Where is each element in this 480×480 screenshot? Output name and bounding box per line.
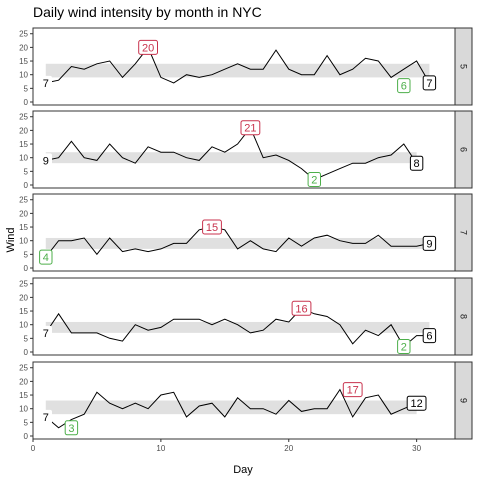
y-tick-label: 25 (19, 364, 28, 373)
y-tick-label: 10 (19, 321, 28, 330)
y-tick-label: 10 (19, 71, 28, 80)
y-tick-label: 5 (24, 84, 29, 93)
panel-background (33, 194, 455, 271)
label-min: 4 (43, 252, 49, 264)
y-tick-label: 20 (19, 209, 28, 218)
interquartile-band (46, 322, 430, 333)
panel-month-8: 7 16 2 6 8 0 5 10 15 20 25 (19, 278, 472, 357)
facet-strip-label: 6 (459, 147, 469, 152)
label-last: 8 (414, 158, 420, 170)
y-tick-label: 20 (19, 126, 28, 135)
y-tick-label: 0 (24, 432, 29, 441)
facet-strip-label: 7 (459, 230, 469, 235)
y-tick-label: 5 (24, 334, 29, 343)
x-axis-title: Day (233, 464, 253, 476)
label-last: 9 (426, 238, 432, 250)
label-first: 7 (43, 412, 49, 424)
y-tick-label: 5 (24, 250, 29, 259)
panel-month-6: 9 21 2 8 6 0 5 10 15 20 25 (19, 111, 472, 190)
label-min: 2 (311, 175, 317, 187)
label-first: 7 (43, 328, 49, 340)
panel-month-5: 7 20 6 7 5 0 5 10 15 20 25 (19, 28, 472, 107)
chart-title: Daily wind intensity by month in NYC (33, 4, 262, 20)
x-tick-label: 30 (412, 444, 421, 453)
y-tick-label: 10 (19, 154, 28, 163)
facet-strip-label: 8 (459, 314, 469, 319)
label-first: 7 (43, 78, 49, 90)
label-last: 6 (426, 331, 432, 343)
y-tick-label: 20 (19, 293, 28, 302)
label-max: 21 (244, 123, 256, 135)
x-tick-label: 0 (31, 444, 36, 453)
label-min: 3 (68, 423, 74, 435)
y-tick-label: 0 (24, 348, 29, 357)
y-tick-label: 15 (19, 223, 28, 232)
y-tick-label: 0 (24, 98, 29, 107)
y-tick-label: 20 (19, 377, 28, 386)
label-first: 9 (43, 155, 49, 167)
label-max: 16 (295, 303, 307, 315)
y-tick-label: 5 (24, 167, 29, 176)
label-max: 15 (206, 222, 218, 234)
x-tick-label: 10 (156, 444, 165, 453)
y-tick-label: 25 (19, 196, 28, 205)
y-tick-label: 0 (24, 264, 29, 273)
panel-month-7: 4 15 9 7 0 5 10 15 20 25 (19, 194, 472, 273)
y-tick-label: 10 (19, 405, 28, 414)
label-last: 12 (410, 398, 422, 410)
y-tick-label: 25 (19, 30, 28, 39)
y-tick-label: 15 (19, 391, 28, 400)
interquartile-band (46, 64, 430, 78)
label-max: 17 (347, 385, 359, 397)
facet-strip-label: 9 (459, 398, 469, 403)
y-tick-label: 5 (24, 418, 29, 427)
y-tick-label: 20 (19, 43, 28, 52)
y-tick-label: 25 (19, 113, 28, 122)
y-tick-label: 15 (19, 57, 28, 66)
y-tick-label: 25 (19, 280, 28, 289)
panel-month-9: 7 3 17 12 9 0 5 10 15 20 25 (19, 362, 472, 441)
x-tick-label: 20 (284, 444, 293, 453)
label-min: 6 (401, 81, 407, 93)
y-tick-label: 0 (24, 181, 29, 190)
label-max: 20 (142, 42, 154, 54)
y-tick-label: 10 (19, 237, 28, 246)
label-last: 7 (426, 78, 432, 90)
y-tick-label: 15 (19, 307, 28, 316)
y-axis-title: Wind (5, 227, 17, 252)
label-min: 2 (401, 342, 407, 354)
facet-strip-label: 5 (459, 64, 469, 69)
panel-background (33, 278, 455, 355)
y-tick-label: 15 (19, 140, 28, 149)
